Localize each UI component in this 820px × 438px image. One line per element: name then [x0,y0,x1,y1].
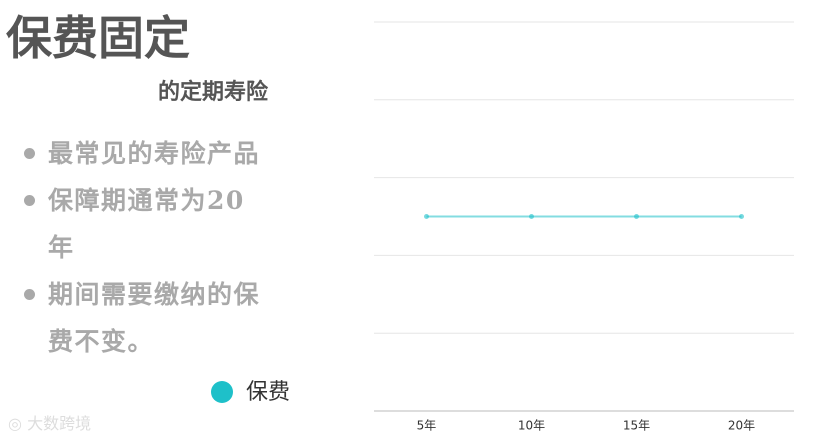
x-tick-label: 20年 [728,419,755,433]
bullet-list: 最常见的寿险产品 保障期通常为20年 期间需要缴纳的保费不变。 [22,130,262,365]
watermark-logo: ◎ [8,414,22,433]
data-point [739,214,744,219]
data-point [424,214,429,219]
data-point [529,214,534,219]
bullet: 期间需要缴纳的保费不变。 [22,271,262,365]
watermark: ◎ 大数跨境 [8,410,91,434]
legend-label: 保费 [246,380,290,405]
x-tick-label: 10年 [518,419,545,433]
bullet: 最常见的寿险产品 [22,130,262,177]
data-point [634,214,639,219]
bullet: 保障期通常为20年 [22,177,262,271]
slide-subtitle: 的定期寿险 [157,80,268,105]
watermark-text: 大数跨境 [27,414,92,433]
legend-marker [211,381,233,403]
x-tick-label: 5年 [417,419,437,433]
x-tick-label: 15年 [623,419,650,433]
slide-title: 保费固定 [6,11,190,65]
